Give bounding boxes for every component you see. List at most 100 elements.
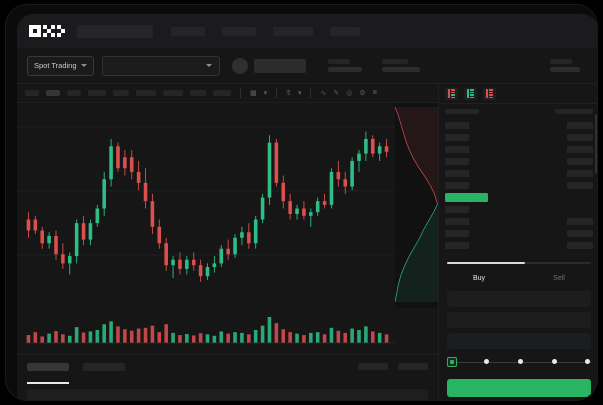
fullscreen-icon[interactable]: ⧈ — [372, 89, 378, 96]
orderbook-scrollbar[interactable] — [595, 114, 597, 174]
orderbook-header — [445, 109, 593, 114]
orderbook-ask-row[interactable] — [445, 155, 593, 167]
slider-stop-75[interactable] — [552, 359, 557, 364]
market-type-label: Spot Trading — [34, 61, 77, 70]
orders-actions — [358, 363, 428, 370]
orderbook-ask-row[interactable] — [445, 179, 593, 191]
stat-label — [550, 59, 572, 64]
submit-buy-button[interactable] — [447, 379, 591, 397]
stat-value — [327, 67, 362, 72]
nav-item-3[interactable] — [330, 26, 360, 36]
search-input[interactable] — [77, 24, 153, 38]
orderbook-bid-row[interactable] — [445, 203, 593, 215]
market-type-select[interactable]: Spot Trading — [27, 55, 94, 76]
orders-tab-0-active[interactable] — [27, 363, 69, 371]
form-progress-bar — [447, 262, 591, 264]
candlestick-type-icon[interactable]: ▩ — [250, 90, 257, 97]
ticker-stat-0 — [327, 59, 362, 72]
orders-action-0[interactable] — [358, 363, 388, 370]
stat-value — [550, 67, 580, 72]
amount-field[interactable] — [447, 312, 591, 328]
depth-chart-overlay — [395, 103, 438, 308]
slider-stop-25[interactable] — [484, 359, 489, 364]
drawing-pencil-icon[interactable]: ✎ — [333, 90, 340, 97]
timeframe-1-active[interactable] — [46, 90, 60, 96]
orderbook-ask-row[interactable] — [445, 131, 593, 143]
ticker-stat-1 — [381, 59, 420, 72]
timeframe-5[interactable] — [136, 90, 156, 96]
chart-panel[interactable] — [17, 103, 438, 354]
chart-type-chevron-icon[interactable]: ▾ — [263, 90, 268, 97]
orderbook[interactable] — [439, 105, 597, 285]
ticker-stat-2 — [550, 59, 580, 72]
nav-item-2[interactable] — [273, 26, 313, 36]
timeframe-0[interactable] — [25, 90, 39, 96]
trade-form: Buy Sell — [439, 259, 597, 400]
mid-price-highlight — [445, 192, 488, 202]
ticker-bar: Spot Trading — [17, 48, 597, 84]
tablet-bezel: Spot Trading — [5, 4, 598, 401]
orderbook-ask-row[interactable] — [445, 119, 593, 131]
orders-table-body — [27, 389, 428, 400]
orderbook-column-0 — [445, 109, 479, 114]
orderbook-bid-row[interactable] — [445, 239, 593, 251]
orderbook-mode-bids-icon[interactable] — [464, 87, 477, 100]
orderbook-mode-asks-icon[interactable] — [483, 87, 496, 100]
timeframe-2[interactable] — [67, 90, 81, 96]
orderbook-mid-price — [445, 191, 593, 203]
percent-slider[interactable] — [447, 357, 591, 367]
last-price — [253, 58, 306, 73]
orderbook-bid-row[interactable] — [445, 215, 593, 227]
pair-select[interactable] — [101, 55, 220, 76]
orderbook-ask-row[interactable] — [445, 167, 593, 179]
orders-tab-list — [17, 355, 438, 371]
pair-avatar — [231, 57, 248, 74]
orders-tab-underline — [27, 382, 69, 384]
orderbook-ask-row[interactable] — [445, 143, 593, 155]
nav-item-1[interactable] — [222, 26, 256, 36]
stat-value — [381, 67, 420, 72]
tab-sell[interactable]: Sell — [553, 274, 565, 282]
okx-logo[interactable] — [29, 24, 65, 38]
orders-action-1[interactable] — [398, 363, 428, 370]
tab-buy[interactable]: Buy — [472, 274, 486, 282]
settings-gear-icon[interactable]: ⚙ — [359, 90, 366, 97]
volume-chart — [25, 317, 394, 344]
timeframe-7[interactable] — [190, 90, 206, 96]
price-field[interactable] — [447, 291, 591, 307]
timeframe-3[interactable] — [88, 90, 106, 96]
form-fields — [447, 291, 591, 354]
timeframe-6[interactable] — [163, 90, 183, 96]
orderbook-display-modes — [439, 84, 597, 104]
toolbar-divider — [310, 88, 312, 98]
stat-label — [381, 59, 408, 64]
indicators-chevron-icon[interactable]: ▾ — [297, 90, 302, 97]
indicators-icon[interactable]: ⅊ — [286, 89, 291, 97]
nav-item-0[interactable] — [171, 26, 205, 36]
line-tool-icon[interactable]: ∿ — [320, 90, 327, 97]
chevron-down-icon — [80, 64, 87, 67]
chart-toolbar: ▩ ▾ ⅊ ▾ ∿ ✎ ◎ ⚙ ⧈ — [17, 84, 438, 103]
slider-handle[interactable] — [447, 357, 457, 367]
toolbar-divider — [240, 88, 241, 98]
side-panel: Buy Sell — [438, 84, 597, 400]
orderbook-bid-row[interactable] — [445, 227, 593, 239]
timeframe-8[interactable] — [213, 90, 231, 96]
app-header — [17, 14, 597, 48]
camera-icon[interactable]: ◎ — [346, 90, 353, 97]
orderbook-mode-both-icon[interactable] — [445, 87, 458, 100]
app-screen: Spot Trading — [17, 14, 597, 400]
stat-label — [327, 59, 350, 64]
slider-stop-100[interactable] — [585, 359, 590, 364]
orders-tab-1[interactable] — [83, 363, 125, 371]
orders-panel — [17, 354, 438, 400]
orderbook-column-1 — [555, 109, 593, 114]
slider-stop-50[interactable] — [518, 359, 523, 364]
toolbar-divider — [276, 88, 278, 98]
total-field[interactable] — [447, 333, 591, 349]
side-tab-list: Buy Sell — [439, 269, 597, 287]
candlestick-chart[interactable] — [17, 103, 438, 308]
chevron-down-icon — [205, 64, 212, 67]
timeframe-4[interactable] — [113, 90, 129, 96]
